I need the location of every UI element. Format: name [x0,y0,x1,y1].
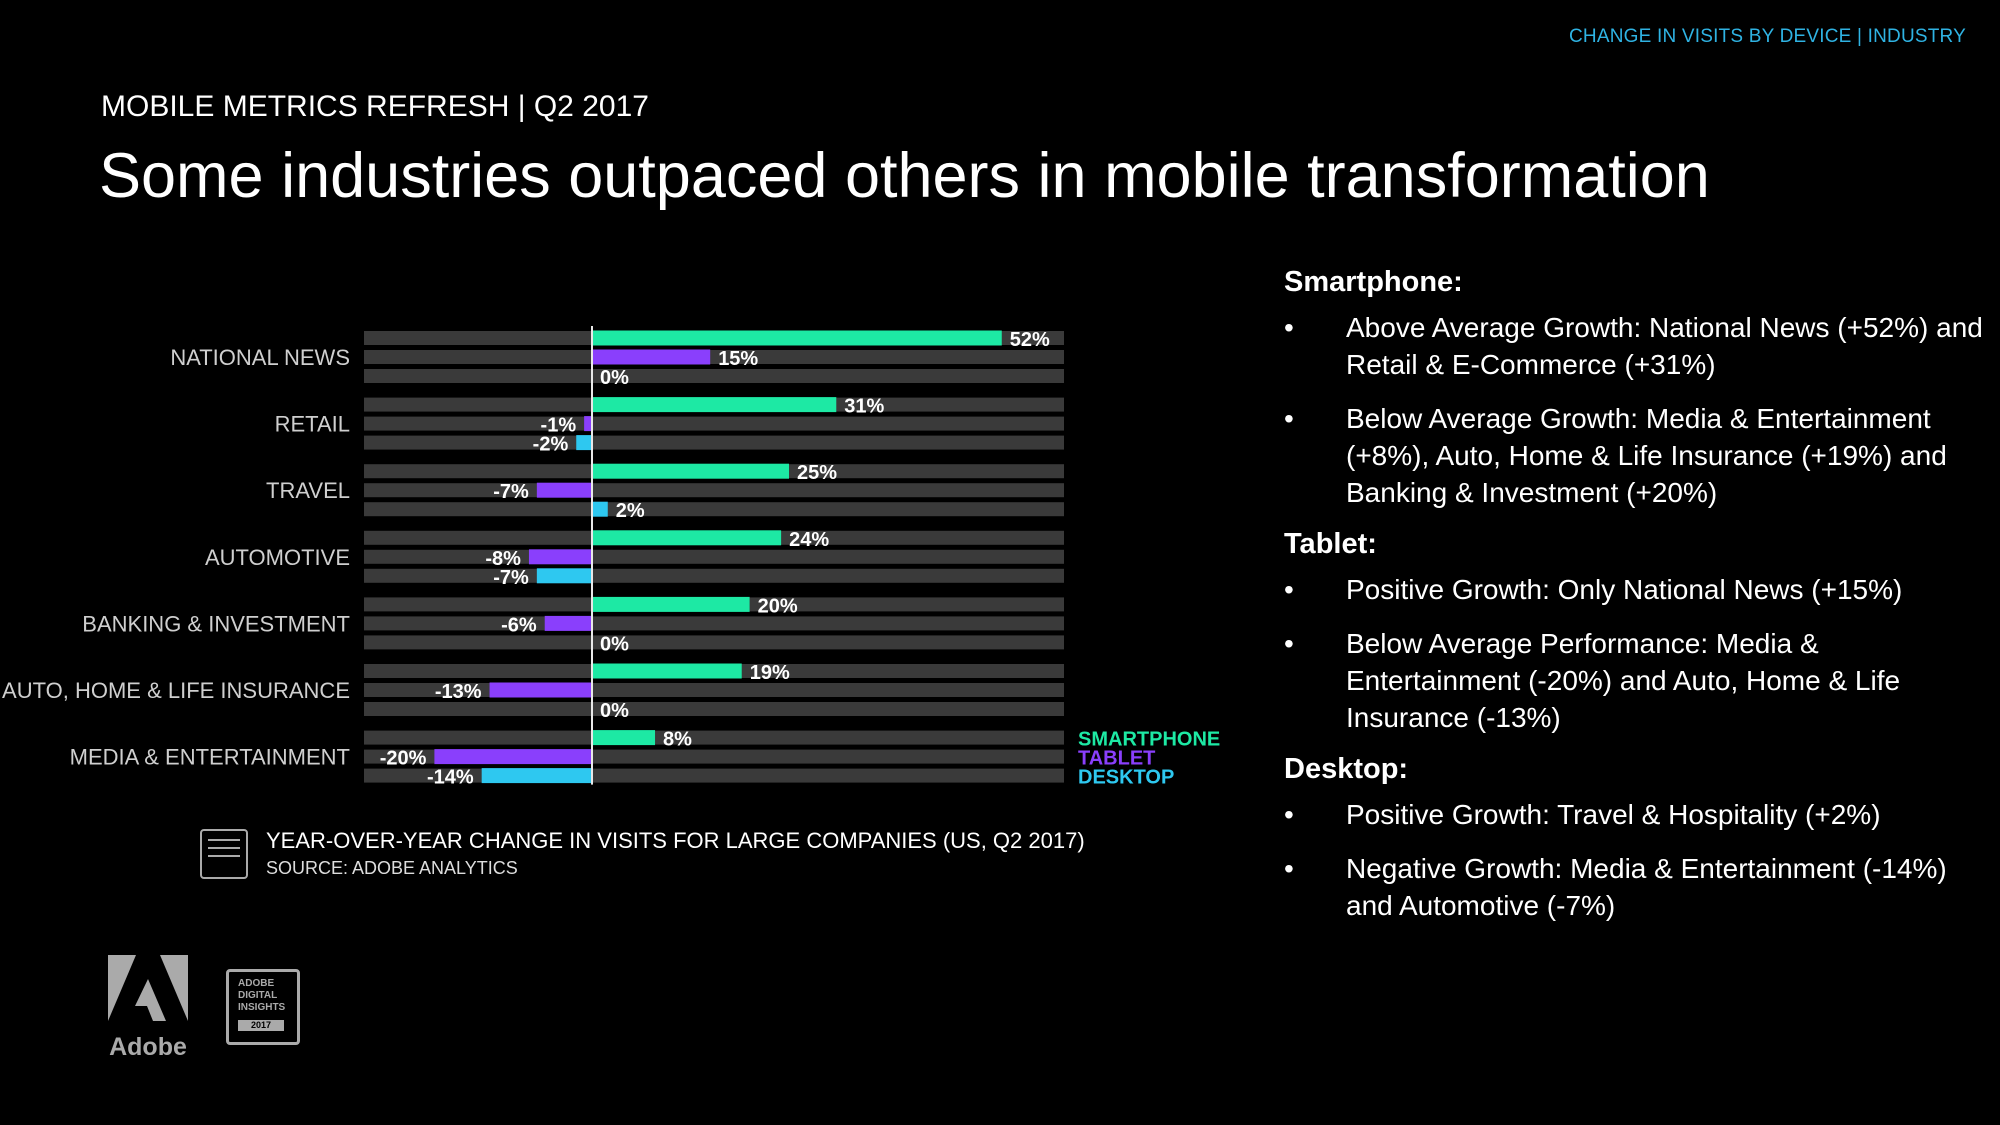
insights-panel: Smartphone: Above Average Growth: Nation… [1284,266,1984,941]
data-label: 20% [758,595,798,617]
data-label: 15% [718,348,758,370]
bullet-item: Positive Growth: Travel & Hospitality (+… [1284,796,1984,833]
badge-line: DIGITAL [238,990,278,1001]
data-label: 24% [789,529,829,551]
legend-item-desktop: DESKTOP [1078,767,1174,789]
smartphone-heading: Smartphone: [1284,266,1463,298]
badge-line: INSIGHTS [238,1002,286,1013]
bullet-item: Above Average Growth: National News (+52… [1284,309,1984,383]
bar-track [364,350,1064,364]
data-label: 0% [600,633,629,655]
data-label: 52% [1010,329,1050,351]
data-label: 0% [600,700,629,722]
bar-desktop [592,501,608,517]
category-label: RETAIL [275,412,350,437]
badge-year: 2017 [238,1020,284,1031]
chart-source: SOURCE: ADOBE ANALYTICS [266,858,518,878]
category-label: MEDIA & ENTERTAINMENT [70,745,350,770]
bar-tablet [489,682,592,698]
data-label: -8% [485,548,521,570]
bar-smartphone [592,397,837,413]
bullet-item: Positive Growth: Only National News (+15… [1284,571,1984,608]
bullet-item: Below Average Performance: Media & Enter… [1284,625,1984,736]
chart-caption-title: YEAR-OVER-YEAR CHANGE IN VISITS FOR LARG… [266,828,1085,853]
bullet-item: Below Average Growth: Media & Entertainm… [1284,400,1984,511]
data-label: 2% [616,500,645,522]
bar-desktop [576,435,592,451]
category-label: AUTOMOTIVE [205,545,350,570]
bar-track [364,568,1064,583]
bar-smartphone [592,596,750,612]
category-label: BANKING & INVESTMENT [82,611,350,636]
bar-smartphone [592,730,656,746]
data-label: 0% [600,367,629,389]
slide-eyebrow: MOBILE METRICS REFRESH | Q2 2017 [101,90,649,123]
data-label: -14% [427,767,474,789]
badge-line: ADOBE [238,978,275,989]
category-label: NATIONAL NEWS [170,345,350,370]
chart-caption: YEAR-OVER-YEAR CHANGE IN VISITS FOR LARG… [200,826,1100,896]
document-icon [200,829,248,879]
data-label: -20% [380,748,427,770]
data-label: -2% [533,434,569,456]
bar-track [364,702,1064,716]
bar-track [364,369,1064,383]
bar-tablet [434,749,592,765]
digital-insights-badge: ADOBE DIGITAL INSIGHTS 2017 [226,969,300,1045]
data-label: -7% [493,567,529,589]
bar-smartphone [592,663,742,679]
bar-smartphone [592,330,1002,346]
bar-track [364,549,1064,564]
data-label: -6% [501,614,537,636]
data-label: 25% [797,462,837,484]
data-label: 31% [844,396,884,418]
bar-desktop [481,768,592,784]
data-label: -13% [435,681,482,703]
bar-chart: NATIONAL NEWS 52% 15% 0% RETAIL 31% -1%-2% TRAV… [2,326,1220,789]
bar-track [364,635,1064,650]
adobe-a-icon [108,955,188,1021]
category-label: TRAVEL [266,478,350,503]
bar-track [364,435,1064,450]
bar-track [364,730,1064,745]
adobe-logo: Adobe [108,955,188,1061]
tablet-bullets: Positive Growth: Only National News (+15… [1284,571,1984,736]
bar-tablet [536,482,592,498]
data-label: -1% [541,415,577,437]
bar-tablet [584,416,592,432]
bar-track [364,616,1064,631]
bar-smartphone [592,530,782,546]
smartphone-bullets: Above Average Growth: National News (+52… [1284,309,1984,511]
bar-track [364,502,1064,517]
bar-track [364,483,1064,498]
bullet-item: Negative Growth: Media & Entertainment (… [1284,850,1984,924]
category-label: AUTO, HOME & LIFE INSURANCE [2,678,350,703]
tablet-heading: Tablet: [1284,528,1377,560]
bar-tablet [592,349,711,365]
desktop-heading: Desktop: [1284,753,1409,785]
slide-title: Some industries outpaced others in mobil… [99,141,1710,211]
bar-desktop [536,568,592,584]
legend-item-smartphone: SMARTPHONE [1078,729,1220,751]
adobe-wordmark: Adobe [109,1033,187,1061]
data-label: 19% [750,662,790,684]
desktop-bullets: Positive Growth: Travel & Hospitality (+… [1284,796,1984,924]
data-label: 8% [663,729,692,751]
bar-tablet [528,549,592,565]
bar-smartphone [592,463,789,479]
legend-item-tablet: TABLET [1078,748,1155,770]
bar-tablet [544,615,592,631]
bar-track [364,416,1064,431]
section-breadcrumb: CHANGE IN VISITS BY DEVICE | INDUSTRY [1569,26,1966,47]
data-label: -7% [493,481,529,503]
